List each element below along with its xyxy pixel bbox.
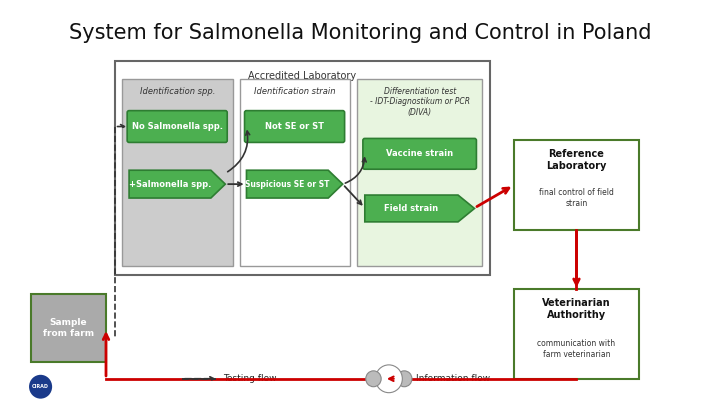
Bar — [357, 79, 482, 266]
FancyBboxPatch shape — [363, 139, 477, 169]
Text: Accredited Laboratory: Accredited Laboratory — [248, 71, 356, 81]
Polygon shape — [246, 170, 343, 198]
Bar — [514, 141, 639, 230]
Circle shape — [397, 371, 412, 387]
Text: Not SE or ST: Not SE or ST — [265, 122, 324, 131]
FancyBboxPatch shape — [245, 111, 345, 143]
Bar — [240, 79, 351, 266]
Circle shape — [29, 375, 52, 399]
Text: Testing flow: Testing flow — [223, 374, 277, 383]
Text: Identification spp.: Identification spp. — [140, 87, 215, 96]
Bar — [122, 79, 233, 266]
Text: Suspicious SE or ST: Suspicious SE or ST — [245, 180, 330, 189]
Text: Identification strain: Identification strain — [254, 87, 336, 96]
Text: Veterinarian
Authorithy: Veterinarian Authorithy — [542, 298, 611, 320]
Bar — [514, 290, 639, 379]
Text: communication with
farm veterinarian: communication with farm veterinarian — [537, 339, 616, 359]
Text: final control of field
strain: final control of field strain — [539, 188, 614, 208]
Text: No Salmonella spp.: No Salmonella spp. — [132, 122, 222, 131]
Text: Information flow: Information flow — [416, 374, 490, 383]
Bar — [31, 294, 106, 362]
Polygon shape — [129, 170, 225, 198]
Text: Vaccine strain: Vaccine strain — [386, 149, 453, 158]
Text: Sample
from farm: Sample from farm — [43, 318, 94, 338]
Circle shape — [366, 371, 381, 387]
Bar — [114, 61, 490, 275]
Circle shape — [375, 365, 402, 393]
Text: Field strain: Field strain — [384, 204, 438, 213]
Text: System for Salmonella Monitoring and Control in Poland: System for Salmonella Monitoring and Con… — [68, 23, 652, 43]
Polygon shape — [365, 195, 474, 222]
Text: CIRAD: CIRAD — [32, 384, 49, 389]
Text: Differentiation test
- IDT-Diagnostikum or PCR
(DIVA): Differentiation test - IDT-Diagnostikum … — [369, 87, 469, 117]
FancyBboxPatch shape — [127, 111, 228, 143]
Text: Reference
Laboratory: Reference Laboratory — [546, 149, 607, 171]
Text: +Salmonella spp.: +Salmonella spp. — [129, 180, 211, 189]
